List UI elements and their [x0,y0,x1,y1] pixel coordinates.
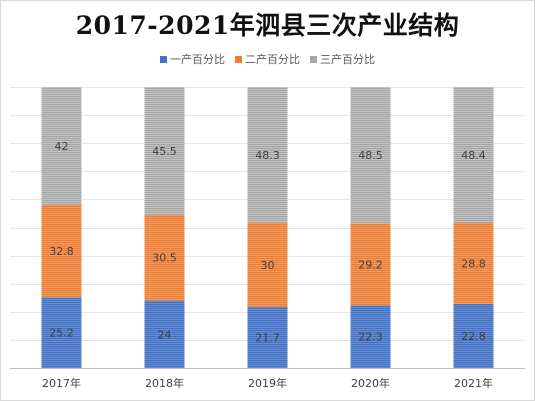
bar-segment [41,87,82,205]
x-tick-label: 2021年 [454,376,493,390]
legend-swatch [160,55,167,63]
legend-swatch [310,55,317,63]
bar-segment [453,303,494,368]
x-tick-label: 2018年 [145,376,184,390]
bar-segment [247,87,288,223]
bar-segment [144,87,185,215]
data-label: 45.5 [152,145,177,158]
legend-label: 二产百分比 [245,53,300,66]
data-label: 24 [158,328,172,341]
bar-segment [144,300,185,368]
data-label: 32.8 [49,245,74,258]
legend-label: 三产百分比 [320,53,375,66]
legend-item: 一产百分比 [160,51,225,67]
legend-item: 二产百分比 [235,51,300,67]
bar-segment [144,214,185,301]
x-tick-label: 2017年 [42,376,81,390]
data-label: 42 [55,140,69,153]
bar-segment [41,297,82,368]
chart-title: 2017-2021年泗县三次产业结构 [75,11,460,40]
x-tick-label: 2019年 [248,376,287,390]
data-label: 28.8 [461,258,486,271]
legend-swatch [235,55,242,63]
legend-item: 三产百分比 [310,51,375,67]
bar-segment [247,307,288,368]
data-label: 48.5 [358,149,383,162]
data-label: 25.2 [49,327,74,340]
data-label: 30 [261,259,275,272]
legend-label: 一产百分比 [170,53,225,66]
bar-segment [247,222,288,307]
bar-segment [350,305,391,368]
bar-segment [41,205,82,298]
data-label: 48.3 [255,149,280,162]
x-tick-label: 2020年 [351,376,390,390]
bar-segment [350,223,391,306]
data-label: 21.7 [255,332,280,345]
chart-legend: 一产百分比 二产百分比 三产百分比 [0,51,535,67]
data-label: 22.8 [461,330,486,343]
data-label: 48.4 [461,149,486,162]
data-label: 30.5 [152,252,177,265]
bar-segment [453,223,494,304]
data-label: 29.2 [358,258,383,271]
bar-segment [350,87,391,224]
data-label: 22.3 [358,331,383,344]
bar-segment [453,87,494,223]
